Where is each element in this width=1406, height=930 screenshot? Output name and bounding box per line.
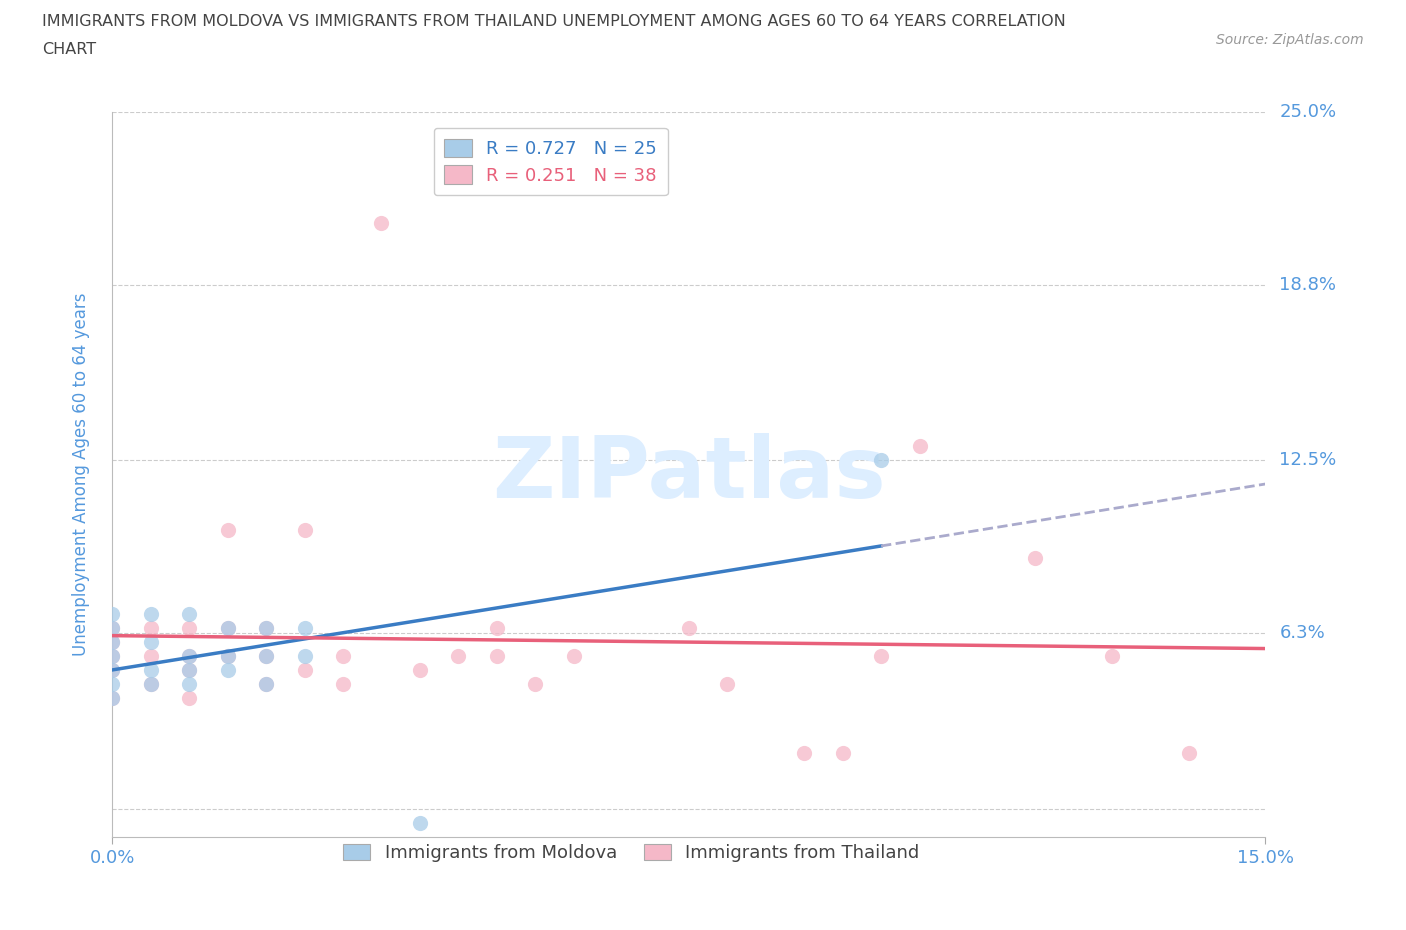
Point [254,676,277,691]
Point [294,620,316,635]
Point [254,676,277,691]
Point [793,746,815,761]
Point [562,648,585,663]
Point [831,746,853,761]
Point [370,216,392,231]
Point [179,662,201,677]
Point [179,690,201,705]
Point [179,648,201,663]
Point [139,648,162,663]
Point [139,620,162,635]
Legend: Immigrants from Moldova, Immigrants from Thailand: Immigrants from Moldova, Immigrants from… [335,835,928,871]
Point [139,662,162,677]
Point [139,676,162,691]
Point [254,648,277,663]
Point [217,648,239,663]
Point [101,606,124,621]
Point [179,662,201,677]
Point [101,634,124,649]
Text: CHART: CHART [42,42,96,57]
Point [217,648,239,663]
Point [101,662,124,677]
Point [1101,648,1123,663]
Point [294,662,316,677]
Point [485,620,508,635]
Point [870,648,893,663]
Point [332,676,354,691]
Point [101,634,124,649]
Point [101,620,124,635]
Text: 6.3%: 6.3% [1279,624,1324,643]
Point [908,439,931,454]
Point [101,620,124,635]
Point [179,620,201,635]
Point [716,676,738,691]
Point [139,606,162,621]
Point [101,676,124,691]
Point [1177,746,1199,761]
Point [254,648,277,663]
Point [678,620,700,635]
Point [447,648,470,663]
Text: 18.8%: 18.8% [1279,275,1336,294]
Point [870,453,893,468]
Point [179,606,201,621]
Point [179,648,201,663]
Point [179,676,201,691]
Point [485,648,508,663]
Text: 12.5%: 12.5% [1279,451,1337,470]
Text: IMMIGRANTS FROM MOLDOVA VS IMMIGRANTS FROM THAILAND UNEMPLOYMENT AMONG AGES 60 T: IMMIGRANTS FROM MOLDOVA VS IMMIGRANTS FR… [42,14,1066,29]
Y-axis label: Unemployment Among Ages 60 to 64 years: Unemployment Among Ages 60 to 64 years [72,293,90,656]
Point [409,662,432,677]
Text: Source: ZipAtlas.com: Source: ZipAtlas.com [1216,33,1364,46]
Point [217,662,239,677]
Point [294,648,316,663]
Point [101,690,124,705]
Point [139,676,162,691]
Text: 25.0%: 25.0% [1279,102,1337,121]
Point [139,634,162,649]
Point [524,676,547,691]
Point [1024,551,1046,565]
Point [409,816,432,830]
Point [101,690,124,705]
Point [101,648,124,663]
Point [254,620,277,635]
Point [101,662,124,677]
Point [332,648,354,663]
Point [254,620,277,635]
Point [217,523,239,538]
Point [101,648,124,663]
Point [217,620,239,635]
Text: ZIPatlas: ZIPatlas [492,432,886,516]
Point [294,523,316,538]
Point [217,620,239,635]
